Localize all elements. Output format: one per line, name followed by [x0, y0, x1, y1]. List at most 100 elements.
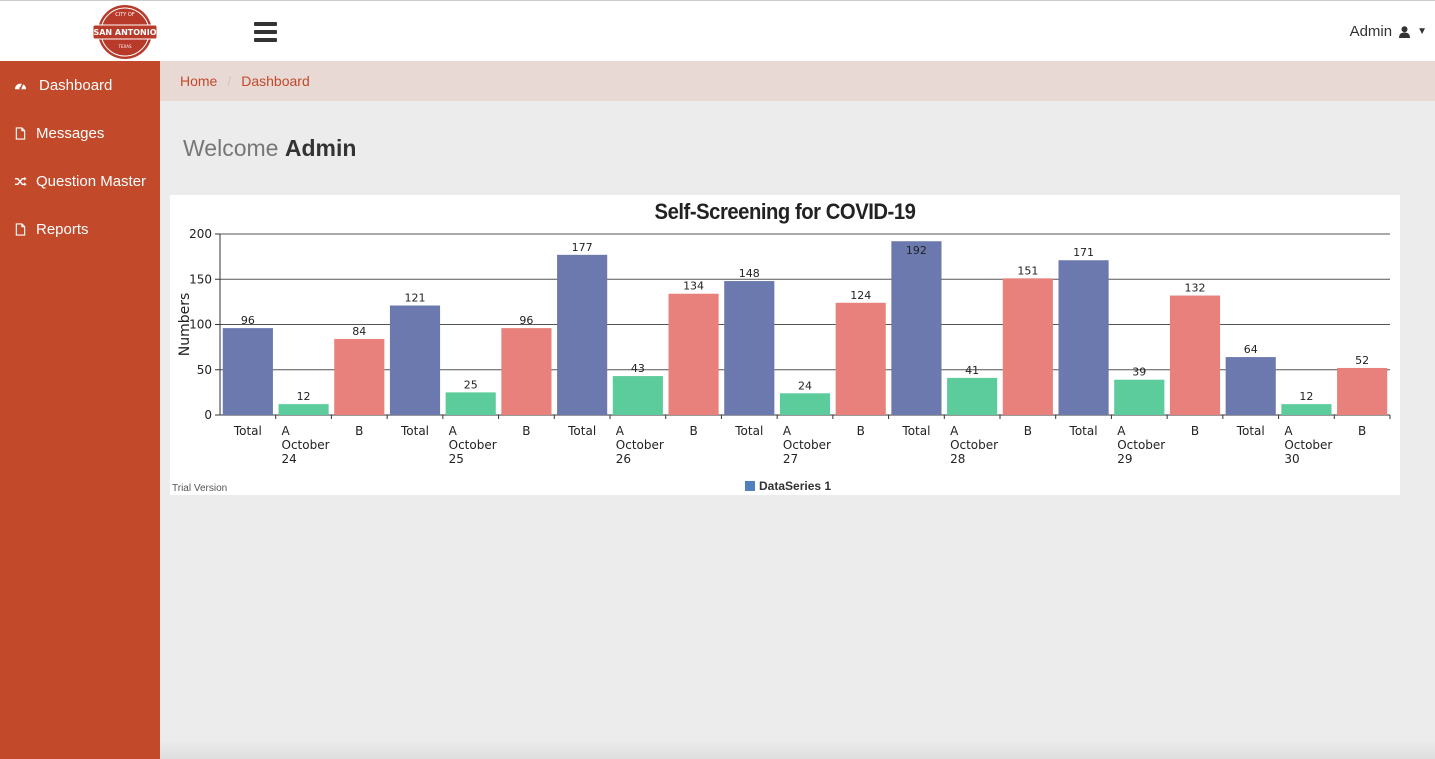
hamburger-line: [254, 30, 277, 34]
x-group-date-label: 30: [1284, 452, 1299, 466]
legend-label: DataSeries 1: [759, 479, 832, 493]
bar-value-label: 12: [1299, 390, 1313, 403]
bar-value-label: 52: [1355, 354, 1369, 367]
bar: [779, 393, 831, 415]
x-tick-label: A: [616, 424, 625, 438]
y-tick-label: 100: [189, 318, 212, 332]
bar-value-label: 124: [850, 289, 871, 302]
x-tick-label: Total: [901, 424, 930, 438]
file-icon: [13, 126, 27, 140]
sidebar-item-dashboard[interactable]: Dashboard: [0, 70, 160, 100]
bar: [1169, 295, 1221, 415]
y-tick-label: 150: [189, 272, 212, 286]
x-group-date-label: October: [449, 438, 497, 452]
x-tick-label: A: [783, 424, 792, 438]
bar-value-label: 148: [739, 267, 760, 280]
logo-text-bottom: TEXAS: [118, 44, 132, 49]
bar: [501, 328, 552, 415]
x-tick-label: Total: [734, 424, 763, 438]
bar-value-label: 171: [1073, 246, 1094, 259]
bar: [1337, 367, 1388, 415]
x-group-date-label: October: [950, 438, 998, 452]
bar-value-label: 121: [405, 291, 426, 304]
x-tick-label: Total: [567, 424, 596, 438]
hamburger-line: [254, 22, 277, 26]
bar-value-label: 24: [798, 379, 812, 392]
sidebar-item-label: Question Master: [36, 172, 147, 190]
x-tick-label: B: [1191, 424, 1199, 438]
menu-toggle-button[interactable]: [254, 22, 277, 42]
top-navbar: CITY OF SAN ANTONIO TEXAS Admin ▼: [0, 0, 1435, 61]
bar: [222, 328, 273, 415]
x-group-date-label: October: [616, 438, 664, 452]
x-tick-label: B: [689, 424, 697, 438]
bar: [557, 254, 608, 415]
trial-version-note: Trial Version: [172, 483, 228, 494]
shuffle-icon: [13, 174, 27, 188]
x-tick-label: B: [355, 424, 363, 438]
x-group-date-label: 25: [449, 452, 464, 466]
bar: [1002, 278, 1053, 415]
logo-text-main: SAN ANTONIO: [93, 28, 156, 37]
x-tick-label: B: [857, 424, 865, 438]
sidebar-item-question-master[interactable]: Question Master: [0, 166, 160, 196]
x-group-date-label: October: [1284, 438, 1332, 452]
page-footer-shadow: [160, 740, 1435, 759]
x-group-date-label: 29: [1117, 452, 1132, 466]
x-group-date-label: October: [1117, 438, 1165, 452]
y-tick-label: 200: [189, 227, 212, 241]
bar-value-label: 39: [1132, 366, 1146, 379]
x-group-date-label: 27: [783, 452, 798, 466]
user-menu-dropdown[interactable]: Admin ▼: [1350, 23, 1427, 40]
bar: [445, 392, 496, 415]
y-axis-label: Numbers: [177, 293, 193, 357]
x-group-date-label: 24: [282, 452, 297, 466]
bar: [668, 293, 719, 415]
chart-panel: 0 50 100 150 200 Numbers 96 Total 12 A October 24 84…: [170, 195, 1400, 495]
x-tick-label: Total: [233, 424, 262, 438]
bar-value-label: 43: [631, 362, 645, 375]
bar-value-label: 177: [572, 241, 593, 254]
breadcrumb-separator: /: [227, 73, 232, 89]
x-tick-label: B: [1024, 424, 1032, 438]
bar: [835, 302, 886, 415]
welcome-prefix: Welcome: [183, 135, 279, 161]
sidebar-item-label: Dashboard: [39, 76, 113, 94]
sidebar-item-label: Reports: [36, 220, 89, 238]
bar: [1114, 379, 1165, 415]
bar-value-label: 96: [519, 314, 533, 327]
breadcrumb-home-link[interactable]: Home: [180, 73, 218, 89]
sidebar-item-reports[interactable]: Reports: [0, 214, 160, 244]
bar: [1225, 357, 1276, 415]
x-tick-label: Total: [400, 424, 429, 438]
bar-value-label: 192: [906, 244, 927, 257]
breadcrumb: Home / Dashboard: [160, 61, 1435, 101]
x-group-date-label: October: [282, 438, 330, 452]
bar-value-label: 25: [464, 378, 478, 391]
sidebar-item-label: Messages: [36, 124, 105, 142]
x-tick-label: A: [449, 424, 458, 438]
bar-value-label: 96: [241, 314, 255, 327]
bar-value-label: 132: [1185, 282, 1206, 295]
chevron-down-icon: ▼: [1417, 26, 1427, 37]
page-title: Welcome Admin: [183, 135, 356, 162]
bar-value-label: 151: [1017, 264, 1038, 277]
breadcrumb-current-link[interactable]: Dashboard: [241, 73, 310, 89]
welcome-name: Admin: [284, 135, 357, 161]
sidebar-item-messages[interactable]: Messages: [0, 118, 160, 148]
bar: [947, 377, 998, 415]
bar: [278, 404, 329, 415]
city-logo[interactable]: CITY OF SAN ANTONIO TEXAS: [92, 3, 158, 61]
x-tick-label: A: [1117, 424, 1126, 438]
x-tick-label: A: [1284, 424, 1293, 438]
x-tick-label: B: [522, 424, 530, 438]
bar: [1281, 404, 1332, 415]
bar-value-label: 12: [297, 390, 311, 403]
bar: [389, 305, 441, 415]
x-group-date-label: 26: [616, 452, 631, 466]
chart-legend: DataSeries 1: [745, 479, 831, 493]
user-name: Admin: [1349, 23, 1393, 40]
dashboard-icon: [13, 78, 27, 92]
bar-value-label: 41: [965, 364, 979, 377]
bar: [612, 376, 663, 415]
